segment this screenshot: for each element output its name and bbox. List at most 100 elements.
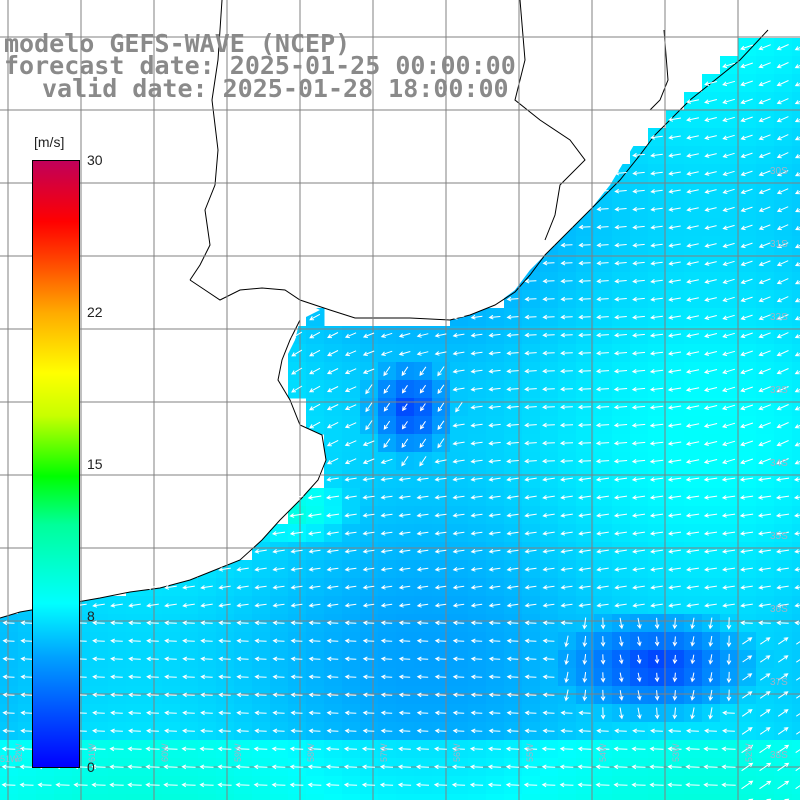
wind-arrow bbox=[380, 692, 393, 698]
wind-arrow bbox=[344, 674, 357, 680]
wind-arrow bbox=[236, 603, 249, 608]
wind-arrow bbox=[703, 441, 718, 446]
wind-arrow bbox=[380, 350, 393, 356]
wind-arrow bbox=[109, 746, 124, 752]
wind-arrow bbox=[419, 438, 427, 448]
wind-arrow bbox=[398, 692, 411, 698]
wind-arrow bbox=[379, 764, 394, 770]
wind-arrow bbox=[758, 296, 771, 303]
wind-arrows bbox=[1, 44, 800, 800]
wind-arrow bbox=[542, 710, 555, 716]
wind-arrow bbox=[668, 135, 681, 140]
wind-arrow bbox=[776, 404, 789, 411]
wind-arrow bbox=[631, 764, 646, 770]
wind-arrow bbox=[309, 349, 321, 357]
wind-arrow bbox=[488, 549, 501, 554]
wind-arrow bbox=[272, 603, 285, 608]
wind-arrow bbox=[524, 368, 537, 374]
land-area bbox=[0, 0, 800, 320]
wind-speed-cell bbox=[180, 794, 199, 800]
wind-arrow bbox=[632, 531, 645, 536]
wind-arrow bbox=[685, 405, 700, 410]
wind-arrow bbox=[690, 617, 695, 630]
latitude-label: 34S bbox=[770, 458, 788, 469]
wind-arrow bbox=[398, 477, 411, 482]
wind-arrow bbox=[596, 314, 609, 320]
wind-arrow bbox=[434, 674, 447, 680]
wind-arrow bbox=[542, 567, 555, 572]
wind-arrow bbox=[398, 638, 411, 644]
wind-arrow bbox=[488, 513, 501, 518]
wind-arrow bbox=[2, 710, 15, 716]
wind-arrow bbox=[434, 746, 447, 752]
wind-arrow bbox=[632, 332, 645, 338]
wind-arrow bbox=[596, 549, 609, 554]
wind-arrow bbox=[326, 585, 339, 590]
wind-arrow bbox=[685, 764, 700, 770]
wind-arrow bbox=[506, 422, 519, 428]
wind-arrow bbox=[637, 707, 642, 720]
wind-arrow bbox=[758, 549, 771, 554]
wind-speed-cell bbox=[792, 668, 800, 687]
wind-arrow bbox=[488, 332, 501, 338]
longitude-label: 55W bbox=[525, 743, 535, 762]
wind-arrow bbox=[650, 207, 663, 212]
wind-arrow bbox=[721, 782, 736, 788]
wind-arrow bbox=[380, 728, 393, 734]
wind-arrow bbox=[613, 495, 628, 500]
wind-arrow bbox=[721, 513, 736, 518]
wind-speed-cell bbox=[198, 794, 217, 800]
wind-arrow bbox=[759, 727, 771, 735]
wind-arrow bbox=[470, 332, 483, 338]
wind-arrow bbox=[416, 477, 429, 482]
wind-arrow bbox=[344, 440, 357, 447]
wind-arrow bbox=[631, 422, 646, 428]
wind-speed-cell bbox=[792, 200, 800, 219]
wind-arrow bbox=[469, 782, 484, 788]
wind-arrow bbox=[524, 314, 537, 320]
wind-arrow bbox=[398, 674, 411, 680]
wind-arrow bbox=[704, 171, 717, 176]
wind-arrow bbox=[685, 459, 700, 464]
wind-arrow bbox=[777, 709, 789, 717]
wind-arrow bbox=[560, 368, 573, 374]
wind-arrow bbox=[272, 656, 285, 662]
wind-arrow bbox=[506, 458, 519, 464]
wind-arrow bbox=[667, 423, 682, 428]
wind-arrow bbox=[708, 654, 714, 665]
wind-arrow bbox=[668, 117, 681, 122]
wind-arrow bbox=[401, 456, 409, 467]
wind-arrow bbox=[794, 262, 800, 267]
wind-arrow bbox=[704, 261, 717, 266]
wind-arrow bbox=[632, 224, 645, 230]
wind-arrow bbox=[667, 477, 682, 482]
latitude-label: 33S bbox=[770, 385, 788, 396]
wind-arrow bbox=[704, 117, 717, 122]
wind-arrow bbox=[308, 710, 321, 716]
wind-arrow bbox=[704, 189, 717, 194]
wind-arrow bbox=[542, 638, 555, 644]
wind-arrow bbox=[595, 404, 610, 410]
wind-arrow bbox=[542, 422, 555, 428]
wind-arrow bbox=[488, 495, 501, 500]
wind-speed-cell bbox=[378, 794, 397, 800]
wind-arrow bbox=[703, 423, 718, 428]
wind-arrow bbox=[704, 207, 717, 212]
wind-arrow bbox=[704, 153, 717, 158]
wind-arrow bbox=[796, 659, 800, 663]
wind-arrow bbox=[290, 620, 303, 626]
wind-arrow bbox=[560, 728, 573, 734]
wind-arrow bbox=[739, 513, 754, 518]
wind-arrow bbox=[344, 495, 357, 500]
wind-arrow bbox=[362, 495, 375, 500]
wind-arrow bbox=[722, 134, 735, 140]
wind-arrow bbox=[383, 384, 391, 394]
wind-arrow bbox=[560, 350, 573, 356]
wind-arrow bbox=[760, 655, 771, 663]
wind-arrow bbox=[578, 278, 591, 284]
wind-arrow bbox=[291, 385, 303, 393]
wind-arrow bbox=[452, 692, 465, 698]
wind-arrow bbox=[758, 332, 771, 339]
wind-arrow bbox=[344, 710, 357, 716]
wind-arrow bbox=[690, 672, 696, 683]
